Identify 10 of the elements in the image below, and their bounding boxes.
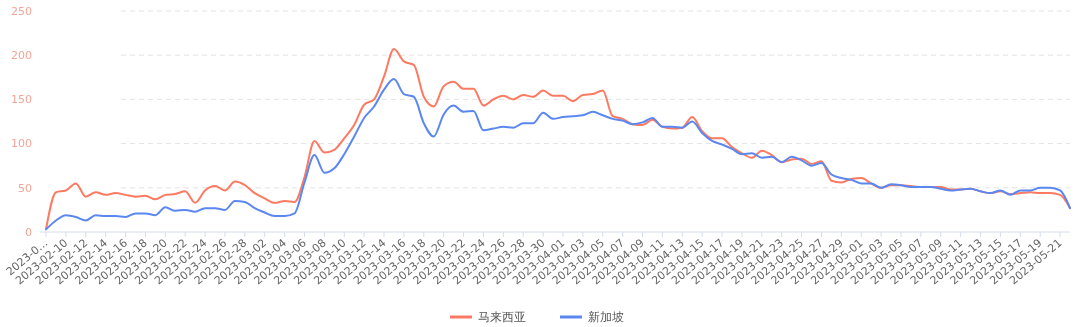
line-series [45, 48, 1071, 231]
y-tick-label: 100 [11, 137, 32, 151]
y-tick-label: 0 [25, 225, 32, 239]
y-tick-label: 200 [11, 49, 32, 63]
line-series [45, 78, 1071, 231]
y-tick-label: 50 [18, 181, 32, 195]
legend-label: 马来西亚 [478, 310, 526, 325]
y-tick-label: 150 [11, 93, 32, 107]
legend-label: 新加坡 [588, 310, 624, 325]
y-tick-label: 250 [11, 4, 32, 18]
